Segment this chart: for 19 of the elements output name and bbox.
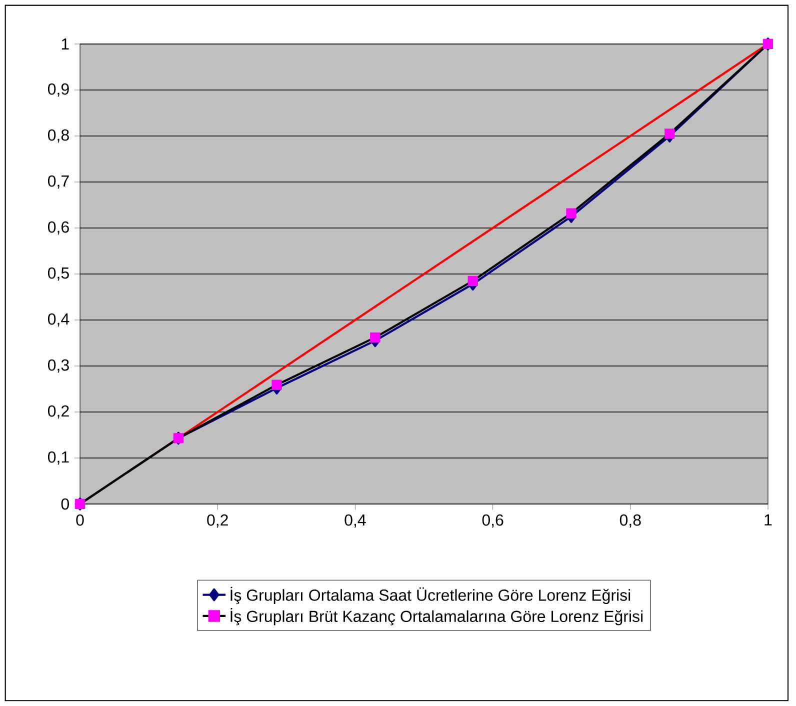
x-tick-label: 1 bbox=[764, 514, 772, 526]
x-tick-label: 0,4 bbox=[344, 514, 366, 528]
x-tick-label: 0,8 bbox=[620, 514, 641, 528]
y-tick-label: 0,8 bbox=[48, 129, 69, 143]
y-tick-label: 0,4 bbox=[48, 313, 70, 327]
y-tick-label: 1 bbox=[62, 38, 69, 50]
legend-label: İş Grupları Brüt Kazanç Ortalamalarına Göre Lorenz Eğrisi bbox=[230, 608, 642, 626]
y-tick-label: 0,5 bbox=[48, 267, 69, 281]
y-tick-label: 0,7 bbox=[48, 175, 69, 189]
y-tick-label: 0 bbox=[61, 498, 69, 510]
y-tick-label: 0,1 bbox=[48, 451, 69, 465]
legend-label: İş Grupları Ortalama Saat Ücretlerine Göre Lorenz Eğrisi bbox=[230, 586, 630, 604]
x-tick-label: 0 bbox=[76, 514, 84, 526]
x-tick-label: 0,6 bbox=[482, 514, 504, 528]
y-tick-label: 0,9 bbox=[48, 83, 69, 97]
y-tick-label: 0,2 bbox=[48, 405, 69, 419]
x-tick-label: 0,2 bbox=[207, 514, 228, 528]
y-tick-label: 0,6 bbox=[48, 221, 69, 235]
y-tick-label: 0,3 bbox=[48, 359, 69, 373]
